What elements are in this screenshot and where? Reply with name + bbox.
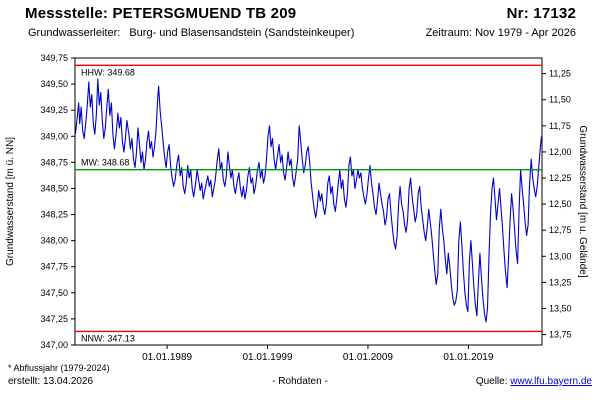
y-axis-tick-label-right: 13,75 — [549, 330, 572, 340]
y-axis-tick-label-left: 347,00 — [40, 340, 68, 350]
y-axis-tick-label-right: 12,00 — [549, 147, 572, 157]
y-axis-tick-label-left: 347,25 — [40, 314, 68, 324]
hhw-reference-label: HHW: 349.68 — [81, 67, 135, 77]
raw-data-label: - Rohdaten - — [272, 376, 328, 387]
y-axis-tick-label-left: 348,50 — [40, 183, 68, 193]
y-axis-tick-label-right: 11,50 — [549, 95, 571, 105]
y-axis-title-right: Grundwasserstand [m u. Gelände] — [577, 125, 588, 278]
station-number: Nr: 17132 — [506, 5, 576, 22]
source-link[interactable]: www.lfu.bayern.de — [510, 376, 592, 387]
series-groundwater-line — [74, 78, 543, 323]
x-axis-tick-label: 01.01.2019 — [443, 352, 493, 363]
mw-reference-label: MW: 348.68 — [81, 158, 129, 168]
y-axis-tick-label-right: 11,25 — [549, 69, 571, 79]
y-axis-tick-label-right: 11,75 — [549, 121, 571, 131]
aquifer-label: Grundwasserleiter: — [28, 27, 121, 39]
y-axis-tick-label-left: 348,00 — [40, 236, 68, 246]
y-axis-tick-label-left: 349,75 — [40, 53, 68, 63]
y-axis-tick-label-left: 349,00 — [40, 131, 68, 141]
page-title: Messstelle: PETERSGMUEND TB 209 — [25, 5, 297, 22]
nnw-reference-label: NNW: 347.13 — [81, 333, 135, 343]
y-axis-tick-label-right: 13,25 — [549, 277, 572, 287]
y-axis-tick-label-right: 13,50 — [549, 303, 572, 313]
plot-frame — [74, 57, 543, 346]
y-axis-title-left: Grundwasserstand [m ü. NN] — [5, 137, 16, 266]
source-label: Quelle: — [475, 376, 508, 387]
aquifer-info: Grundwasserleiter: Burg- und Blasensands… — [28, 27, 354, 39]
y-axis-tick-label-right: 12,50 — [549, 199, 572, 209]
created-date: erstellt: 13.04.2026 — [8, 376, 94, 387]
y-axis-tick-label-left: 349,25 — [40, 105, 68, 115]
y-axis-tick-label-left: 347,50 — [40, 288, 68, 298]
y-axis-tick-label-right: 13,00 — [549, 251, 572, 261]
header-row-2: Grundwasserleiter: Burg- und Blasensands… — [28, 27, 576, 39]
aquifer-value: Burg- und Blasensandstein (Sandsteinkeup… — [129, 27, 355, 39]
header-row-1: Messstelle: PETERSGMUEND TB 209 Nr: 1713… — [25, 5, 576, 22]
y-axis-tick-label-left: 347,75 — [40, 262, 68, 272]
y-axis-tick-label-left: 348,25 — [40, 210, 68, 220]
x-axis-tick-label: 01.01.1999 — [242, 352, 292, 363]
y-axis-tick-label-left: 349,50 — [40, 79, 68, 89]
y-axis-tick-label-left: 348,75 — [40, 157, 68, 167]
y-axis-tick-label-right: 12,25 — [549, 173, 572, 183]
footnote-abflussjahr: * Abflussjahr (1979-2024) — [8, 363, 110, 373]
source-area: Quelle: www.lfu.bayern.de — [476, 376, 592, 387]
groundwater-level-chart: HHW: 349.68 MW: 348.68 NNW: 347.13 349,75 34… — [5, 53, 588, 363]
period-label: Zeitraum: Nov 1979 - Apr 2026 — [425, 27, 576, 39]
x-axis-tick-label: 01.01.2009 — [343, 352, 393, 363]
x-axis-tick-label: 01.01.1989 — [142, 352, 192, 363]
y-axis-tick-label-right: 12,75 — [549, 225, 572, 235]
